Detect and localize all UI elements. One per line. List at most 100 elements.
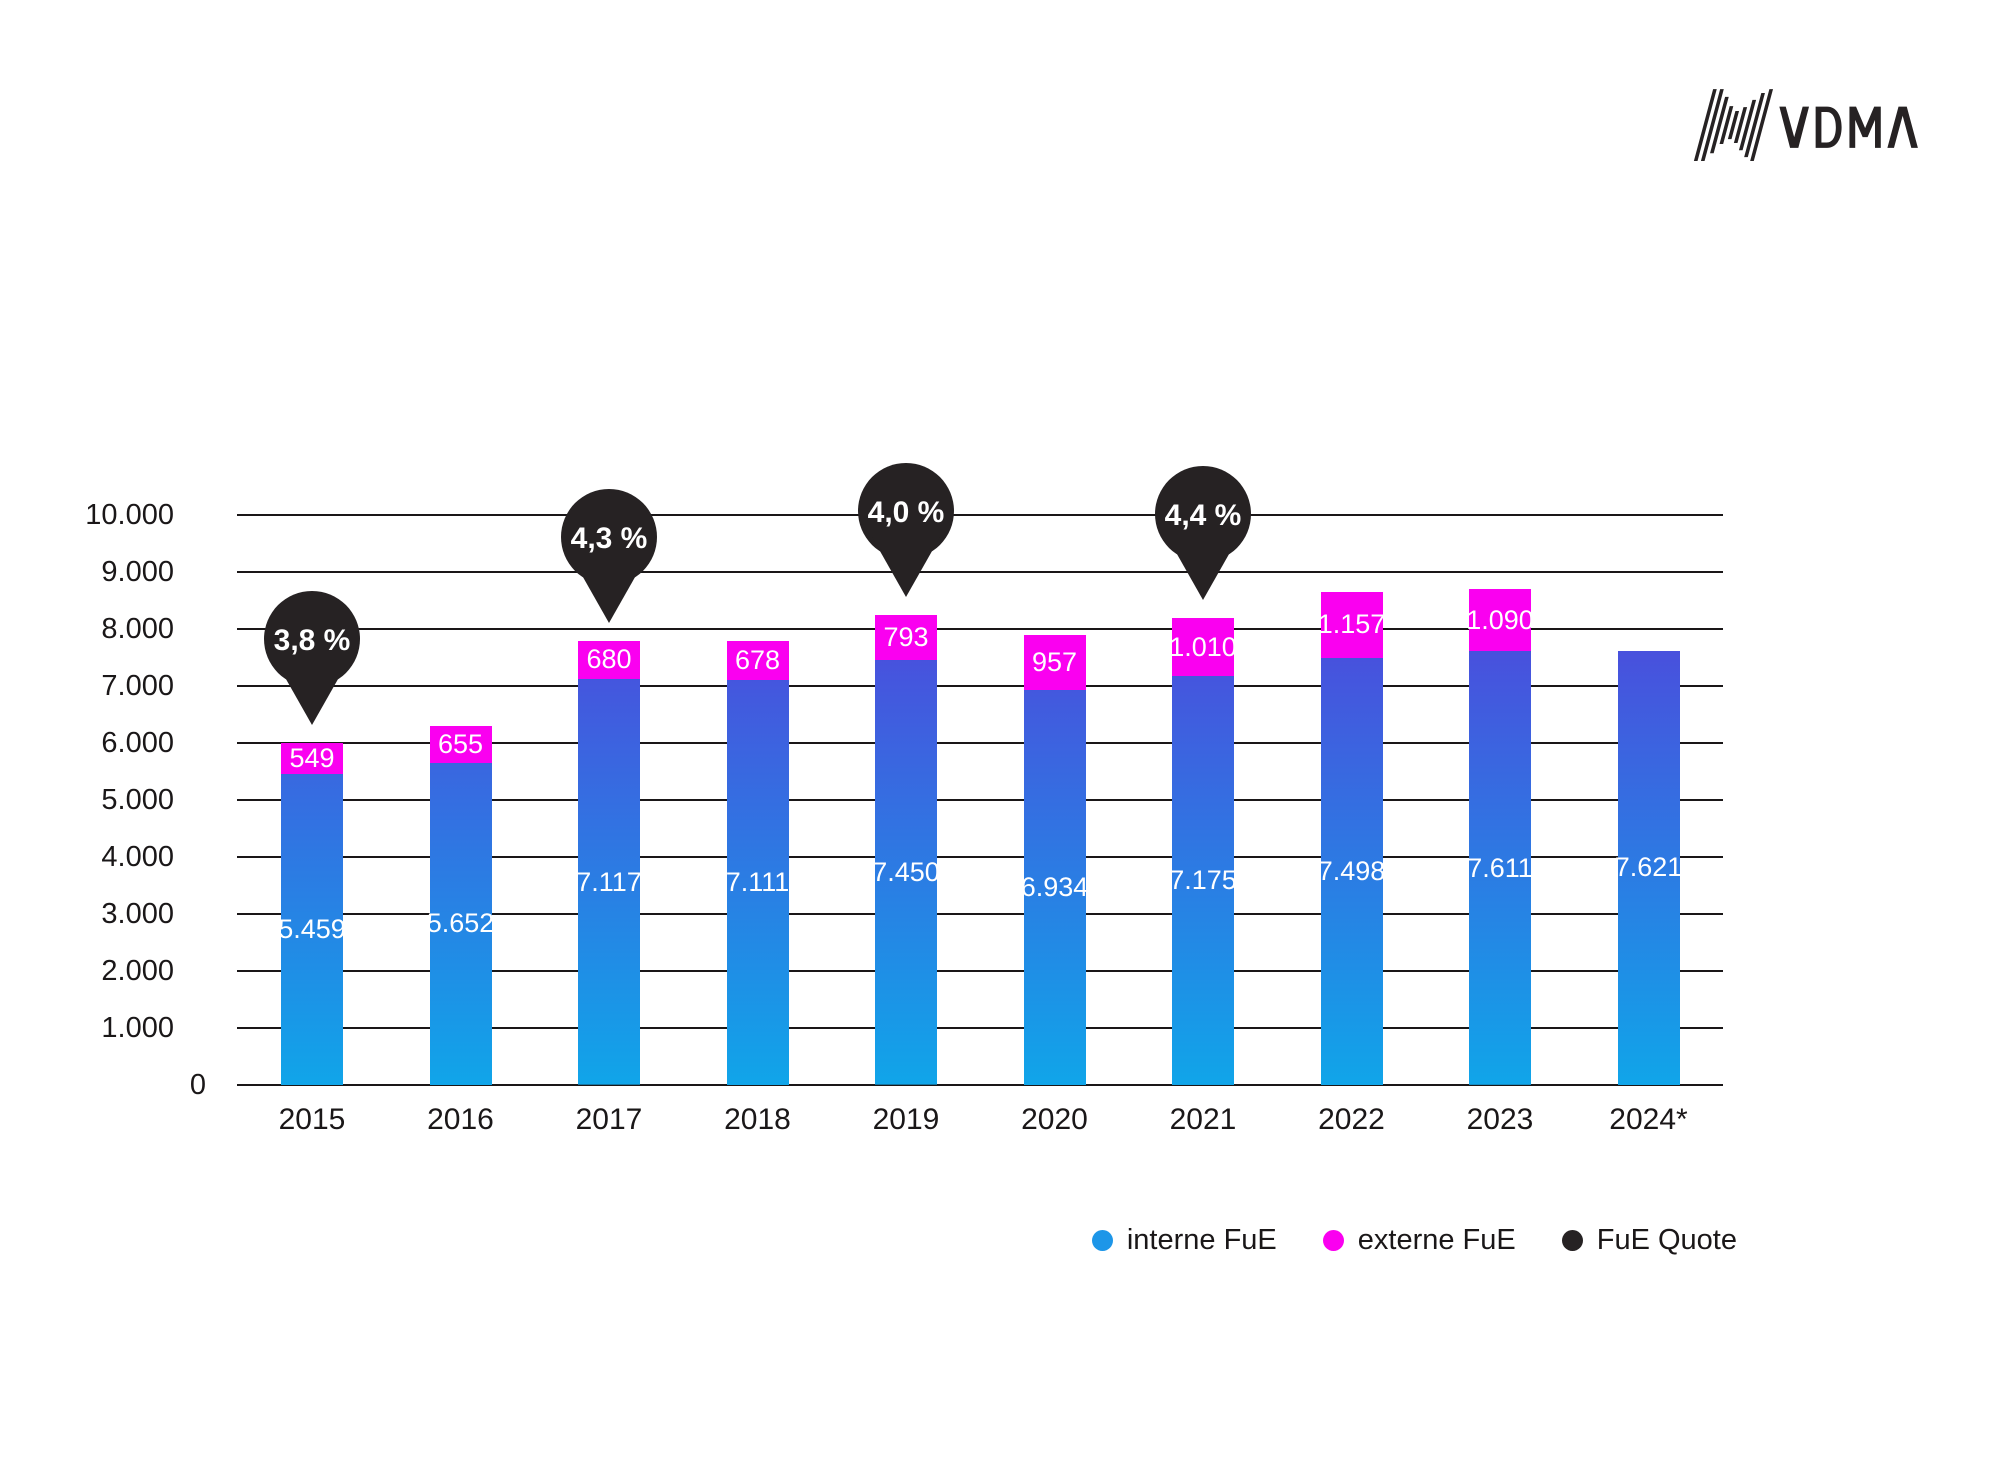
bar-segment-externe-fue: 678	[726, 641, 789, 680]
fue-quote-value: 3,8 %	[274, 624, 351, 657]
bar-value-externe: 1.090	[1466, 604, 1534, 635]
legend: interne FuE externe FuE FuE Quote	[1091, 1224, 1737, 1257]
vdma-logo-hatch-icon	[1693, 89, 1774, 161]
bar-2021: 1.010 7.175	[1169, 618, 1237, 1085]
bar-value-externe: 1.157	[1317, 609, 1386, 640]
bar-segment-externe-fue: 1.157	[1317, 591, 1386, 658]
fue-quote-pin-2017: 4,3 %	[561, 488, 657, 623]
y-axis-tick-label: 0	[189, 1069, 206, 1101]
gridline-4.000	[237, 856, 1723, 858]
gridline-2.000	[237, 969, 1723, 973]
x-axis-label-2016: 2016	[427, 1103, 494, 1136]
plot-area: 10.000 9.000 8.000 7.000 6.000 5.000 4.000 3.00…	[85, 463, 1723, 1136]
x-axis-label-2024*: 2024*	[1609, 1103, 1688, 1136]
bar-segment-externe-fue: 680	[578, 640, 640, 680]
bar-value-interne: 7.450	[872, 857, 940, 888]
y-axis-tick-label: 2.000	[101, 955, 174, 987]
bar-segment-externe-fue: 1.010	[1169, 618, 1237, 677]
bar-segment-interne-fue: 6.934	[1020, 689, 1089, 1085]
bar-value-interne: 7.498	[1317, 855, 1386, 886]
gridline-6.000	[237, 741, 1723, 745]
gridline-10.000	[237, 513, 1723, 517]
bar-2015: 549 5.459	[278, 742, 346, 1085]
legend-label: interne FuE	[1126, 1224, 1277, 1256]
x-axis-label-2022: 2022	[1318, 1103, 1385, 1136]
fue-quote-pin-2021: 4,4 %	[1155, 466, 1251, 601]
vdma-logo	[1693, 89, 1918, 161]
bar-segment-externe-fue: 1.090	[1466, 589, 1534, 652]
bar-segment-interne-fue: 7.175	[1169, 676, 1237, 1085]
y-axis-tick-label: 5.000	[101, 784, 174, 816]
legend-item-externe-fue: externe FuE	[1322, 1224, 1516, 1257]
bar-2022: 1.157 7.498	[1317, 591, 1386, 1085]
bar-value-interne: 7.611	[1467, 852, 1533, 883]
bar-value-externe: 678	[734, 644, 781, 675]
gridline-9.000	[237, 571, 1723, 573]
gridline-1.000	[237, 1027, 1723, 1029]
bar-segment-externe-fue: 549	[281, 742, 343, 774]
legend-dot-icon	[1091, 1230, 1113, 1251]
x-axis-label-2019: 2019	[872, 1103, 940, 1136]
y-axis-tick-label: 10.000	[85, 499, 174, 531]
bar-segment-interne-fue: 7.117	[576, 679, 642, 1085]
bar-value-externe: 793	[883, 622, 929, 653]
legend-label: FuE Quote	[1596, 1224, 1737, 1256]
legend-label: externe FuE	[1357, 1224, 1516, 1256]
fue-quote-value: 4,0 %	[868, 496, 945, 529]
bar-2017: 680 7.117	[576, 640, 642, 1085]
y-axis-tick-label: 6.000	[101, 727, 174, 759]
y-axis-tick-label: 1.000	[101, 1012, 174, 1044]
fue-quote-value: 4,3 %	[571, 522, 648, 555]
bar-value-interne: 7.117	[576, 866, 642, 897]
y-axis-tick-label: 4.000	[101, 841, 174, 873]
vdma-logo-letters	[1779, 106, 1918, 148]
bar-value-externe: 1.010	[1169, 631, 1237, 662]
legend-dot-icon	[1561, 1230, 1583, 1251]
bar-value-interne: 7.621	[1614, 852, 1683, 883]
bar-segment-interne-fue: 7.111	[725, 679, 790, 1085]
bar-value-interne: 6.934	[1020, 871, 1089, 902]
fue-quote-pin-2015: 3,8 %	[264, 590, 360, 725]
bar-segment-interne-fue: 7.450	[872, 660, 940, 1085]
gridline-8.000	[237, 628, 1723, 630]
y-axis-tick-label: 9.000	[101, 556, 174, 588]
x-axis-label-2018: 2018	[724, 1103, 791, 1136]
x-axis-label-2020: 2020	[1021, 1103, 1088, 1136]
x-axis-label-2015: 2015	[278, 1103, 346, 1136]
bar-segment-interne-fue: 7.498	[1317, 657, 1386, 1085]
legend-item-fue-quote: FuE Quote	[1561, 1224, 1737, 1257]
bar-value-interne: 7.175	[1169, 865, 1237, 896]
bar-2016: 655 5.652	[426, 725, 495, 1085]
bar-value-interne: 5.652	[426, 908, 495, 939]
fue-quote-value: 4,4 %	[1165, 499, 1242, 532]
bar-segment-interne-fue: 7.621	[1614, 650, 1683, 1085]
gridline-0	[237, 1084, 1723, 1086]
legend-item-interne-fue: interne FuE	[1091, 1224, 1277, 1257]
fue-quote-pin-2019: 4,0 %	[858, 463, 954, 598]
legend-dot-icon	[1322, 1230, 1344, 1251]
gridline-3.000	[237, 913, 1723, 915]
bar-segment-interne-fue: 5.459	[278, 773, 346, 1085]
bar-segment-externe-fue: 793	[875, 615, 937, 661]
bar-2020: 957 6.934	[1020, 635, 1089, 1085]
gridline-7.000	[237, 685, 1723, 687]
y-axis-tick-label: 7.000	[101, 670, 174, 702]
gridline-5.000	[237, 799, 1723, 801]
bar-value-externe: 957	[1031, 646, 1078, 677]
bar-segment-externe-fue: 655	[429, 725, 492, 763]
y-axis-tick-label: 8.000	[101, 613, 174, 645]
bar-2024*: 7.621	[1614, 650, 1683, 1085]
bar-value-externe: 549	[289, 742, 335, 773]
bar-segment-interne-fue: 7.611	[1467, 651, 1533, 1085]
bar-value-interne: 5.459	[278, 913, 346, 944]
bar-2019: 793 7.450	[872, 615, 940, 1085]
y-axis-tick-label: 3.000	[101, 898, 174, 930]
bar-value-externe: 680	[586, 644, 632, 675]
bar-2023: 1.090 7.611	[1466, 589, 1534, 1085]
x-axis-label-2017: 2017	[575, 1103, 643, 1136]
bar-segment-interne-fue: 5.652	[426, 762, 495, 1085]
bar-2018: 678 7.111	[725, 641, 790, 1085]
x-axis-label-2023: 2023	[1466, 1103, 1534, 1136]
bar-value-interne: 7.111	[725, 866, 790, 897]
